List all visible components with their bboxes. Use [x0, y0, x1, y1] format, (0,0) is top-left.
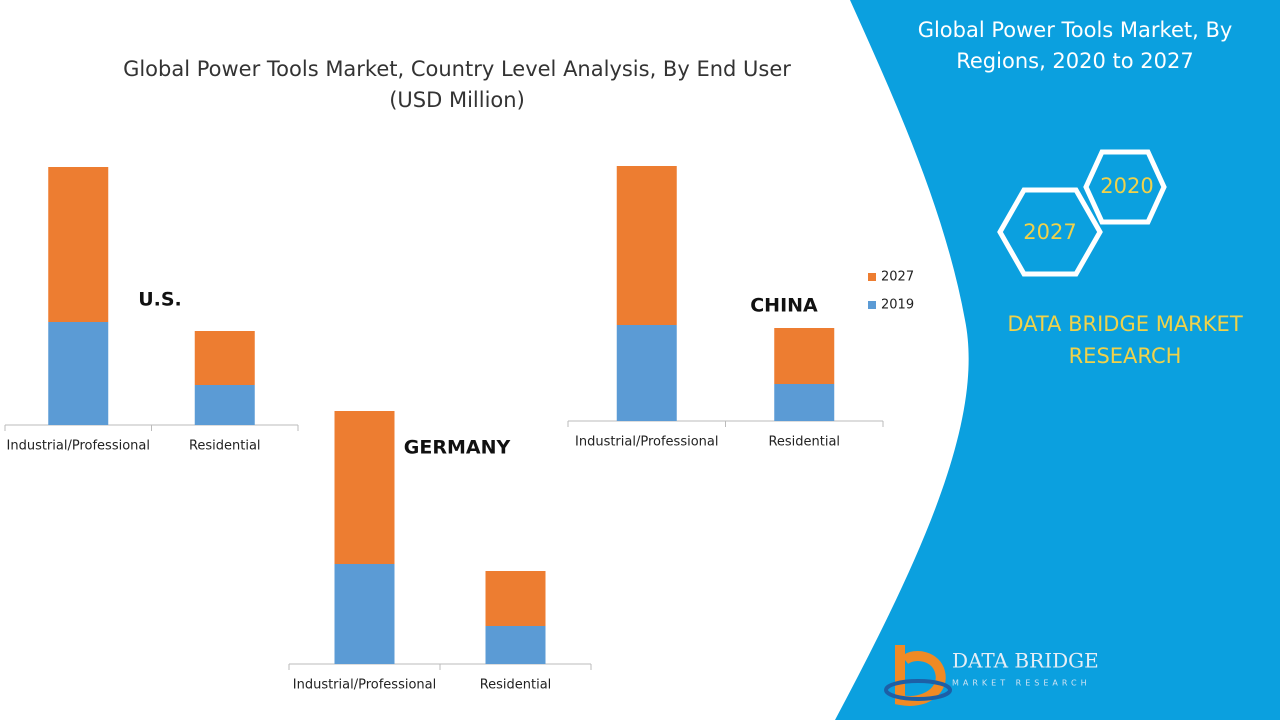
- hex-label: 2020: [1100, 174, 1153, 198]
- page-title: Global Power Tools Market, Country Level…: [123, 57, 791, 81]
- logo-title: DATA BRIDGE: [952, 649, 1099, 673]
- brand-box: DATA BRIDGE MARKET RESEARCH: [1007, 312, 1243, 368]
- logo-ring: [884, 679, 952, 701]
- x-tick-label: Industrial/Professional: [293, 678, 436, 693]
- brand: DATA BRIDGE MARKET RESEARCH: [1007, 312, 1243, 368]
- bar-segment: [485, 626, 546, 664]
- x-tick-label: Industrial/Professional: [7, 439, 150, 454]
- legend-label: 2027: [881, 270, 914, 285]
- x-tick-label: Industrial/Professional: [575, 435, 718, 450]
- hexagon: [997, 187, 1103, 277]
- page-subtitle: (USD Million): [389, 88, 525, 112]
- bar-segment: [194, 385, 255, 425]
- bar-segment: [616, 325, 677, 421]
- bar-segment: [485, 571, 546, 626]
- legend-label: 2019: [881, 298, 914, 313]
- bar-segment: [48, 322, 109, 425]
- chart-title: CHINA: [750, 295, 818, 317]
- sidebar-title: Global Power Tools Market, By Regions, 2…: [917, 18, 1233, 73]
- bar-segment: [774, 328, 835, 384]
- bar-segment: [774, 384, 835, 421]
- legend-swatch: [868, 273, 876, 281]
- x-tick-label: Residential: [480, 678, 552, 693]
- sidebar-title-box: Global Power Tools Market, By Regions, 2…: [917, 18, 1233, 73]
- bar-segment: [334, 411, 395, 564]
- legend-swatch: [868, 301, 876, 309]
- x-tick-label: Residential: [189, 439, 261, 454]
- chart-title: U.S.: [138, 289, 182, 311]
- bar-segment: [334, 564, 395, 664]
- bar-segment: [616, 166, 677, 325]
- bar-segment: [48, 167, 109, 322]
- logo: DATA BRIDGE MARKET RESEARCH: [884, 645, 1099, 706]
- chart-title: GERMANY: [404, 437, 511, 459]
- hex-label: 2027: [1023, 220, 1076, 244]
- bar-segment: [194, 331, 255, 385]
- logo-sub: MARKET RESEARCH: [952, 679, 1091, 688]
- x-tick-label: Residential: [768, 435, 840, 450]
- hexagon: [1083, 149, 1167, 225]
- side-panel: [835, 0, 1280, 720]
